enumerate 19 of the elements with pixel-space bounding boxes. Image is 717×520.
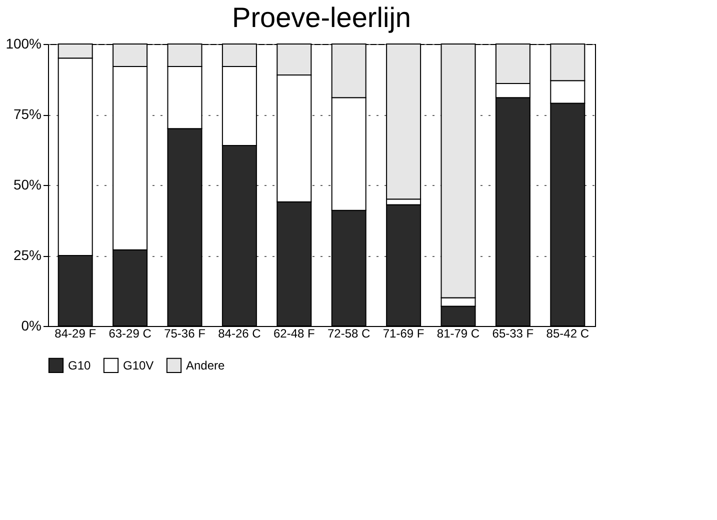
chart-title: Proeve-leerlijn	[232, 2, 411, 33]
x-tick-label: 81-79 C	[436, 326, 480, 340]
x-tick-label: 84-26 C	[218, 326, 262, 340]
x-tick-label: 72-58 C	[328, 326, 371, 340]
x-tick-label: 71-69 F	[382, 326, 424, 340]
y-tick-label: 25%	[13, 247, 42, 263]
legend-label: Andere	[186, 358, 226, 372]
y-tick-label: 100%	[6, 36, 42, 52]
y-tick-label: 50%	[13, 176, 42, 192]
x-tick-label: 65-33 F	[492, 326, 534, 340]
x-tick-label: 62-48 F	[273, 326, 315, 340]
y-tick-label: 0%	[21, 318, 42, 334]
x-tick-label: 63-29 C	[108, 326, 152, 340]
x-tick-label: 85-42 C	[546, 326, 590, 340]
x-tick-label: 75-36 F	[164, 326, 206, 340]
legend-label: G10V	[123, 358, 154, 372]
legend-label: G10	[68, 358, 92, 372]
y-tick-label: 75%	[13, 106, 42, 122]
x-tick-label: 84-29 F	[54, 326, 96, 340]
